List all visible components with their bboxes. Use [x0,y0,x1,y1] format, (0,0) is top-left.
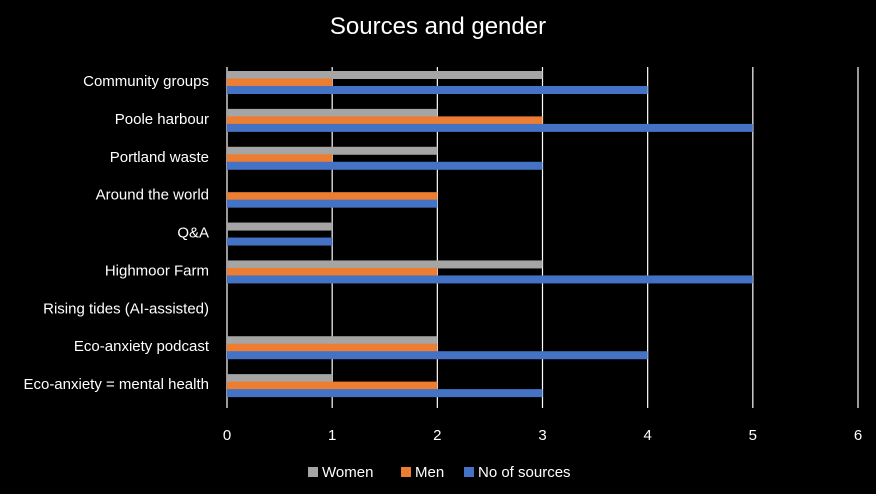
x-tick-label: 6 [854,427,862,444]
x-tick-label: 0 [223,427,231,444]
category-label: Q&A [177,225,209,242]
bar-no-of-sources-1 [227,86,648,94]
bars [227,71,753,398]
bar-men-2 [227,116,543,125]
chart-title: Sources and gender [330,13,546,40]
category-label: Poole harbour [115,111,209,128]
x-axis-tick-labels: 0 1 2 3 4 5 6 [223,427,862,444]
legend-swatch-men [401,467,411,477]
legend-swatch-no-of-sources [464,467,474,477]
category-label: Highmoor Farm [105,262,209,279]
bar-men-8 [227,343,438,352]
x-tick-label: 4 [643,427,651,444]
bar-no-of-sources-6 [227,275,753,284]
category-labels: Community groups Poole harbour Portland wa… [23,73,209,393]
legend-label-women: Women [322,464,373,481]
bar-no-of-sources-4 [227,199,438,208]
bar-women-6 [227,260,543,269]
bar-no-of-sources-9 [227,389,543,398]
x-tick-label: 5 [749,427,757,444]
x-tick-label: 1 [328,427,336,444]
category-label: Rising tides (AI-assisted) [43,300,209,317]
bar-women-1 [227,71,543,79]
bar-no-of-sources-5 [227,237,333,246]
bar-men-6 [227,267,438,276]
bar-women-8 [227,336,438,345]
category-label: Community groups [83,73,209,90]
category-label: Eco-anxiety = mental health [23,376,209,393]
x-tick-label: 2 [433,427,441,444]
legend-swatch-women [308,467,318,477]
bar-no-of-sources-2 [227,123,753,132]
x-tick-label: 3 [538,427,546,444]
bar-women-3 [227,146,438,155]
bar-women-5 [227,222,333,231]
bar-men-9 [227,381,438,390]
category-label: Portland waste [110,149,209,166]
legend: Women Men No of sources [308,464,571,481]
legend-label-men: Men [415,464,444,481]
legend-label-no-of-sources: No of sources [478,464,571,481]
bar-women-2 [227,108,438,117]
bar-no-of-sources-3 [227,161,543,170]
bar-women-9 [227,374,333,383]
category-label: Around the world [96,187,209,204]
bar-men-3 [227,154,333,163]
bar-no-of-sources-8 [227,351,648,360]
bar-men-1 [227,78,333,87]
bar-men-4 [227,192,438,201]
category-label: Eco-anxiety podcast [74,338,210,355]
